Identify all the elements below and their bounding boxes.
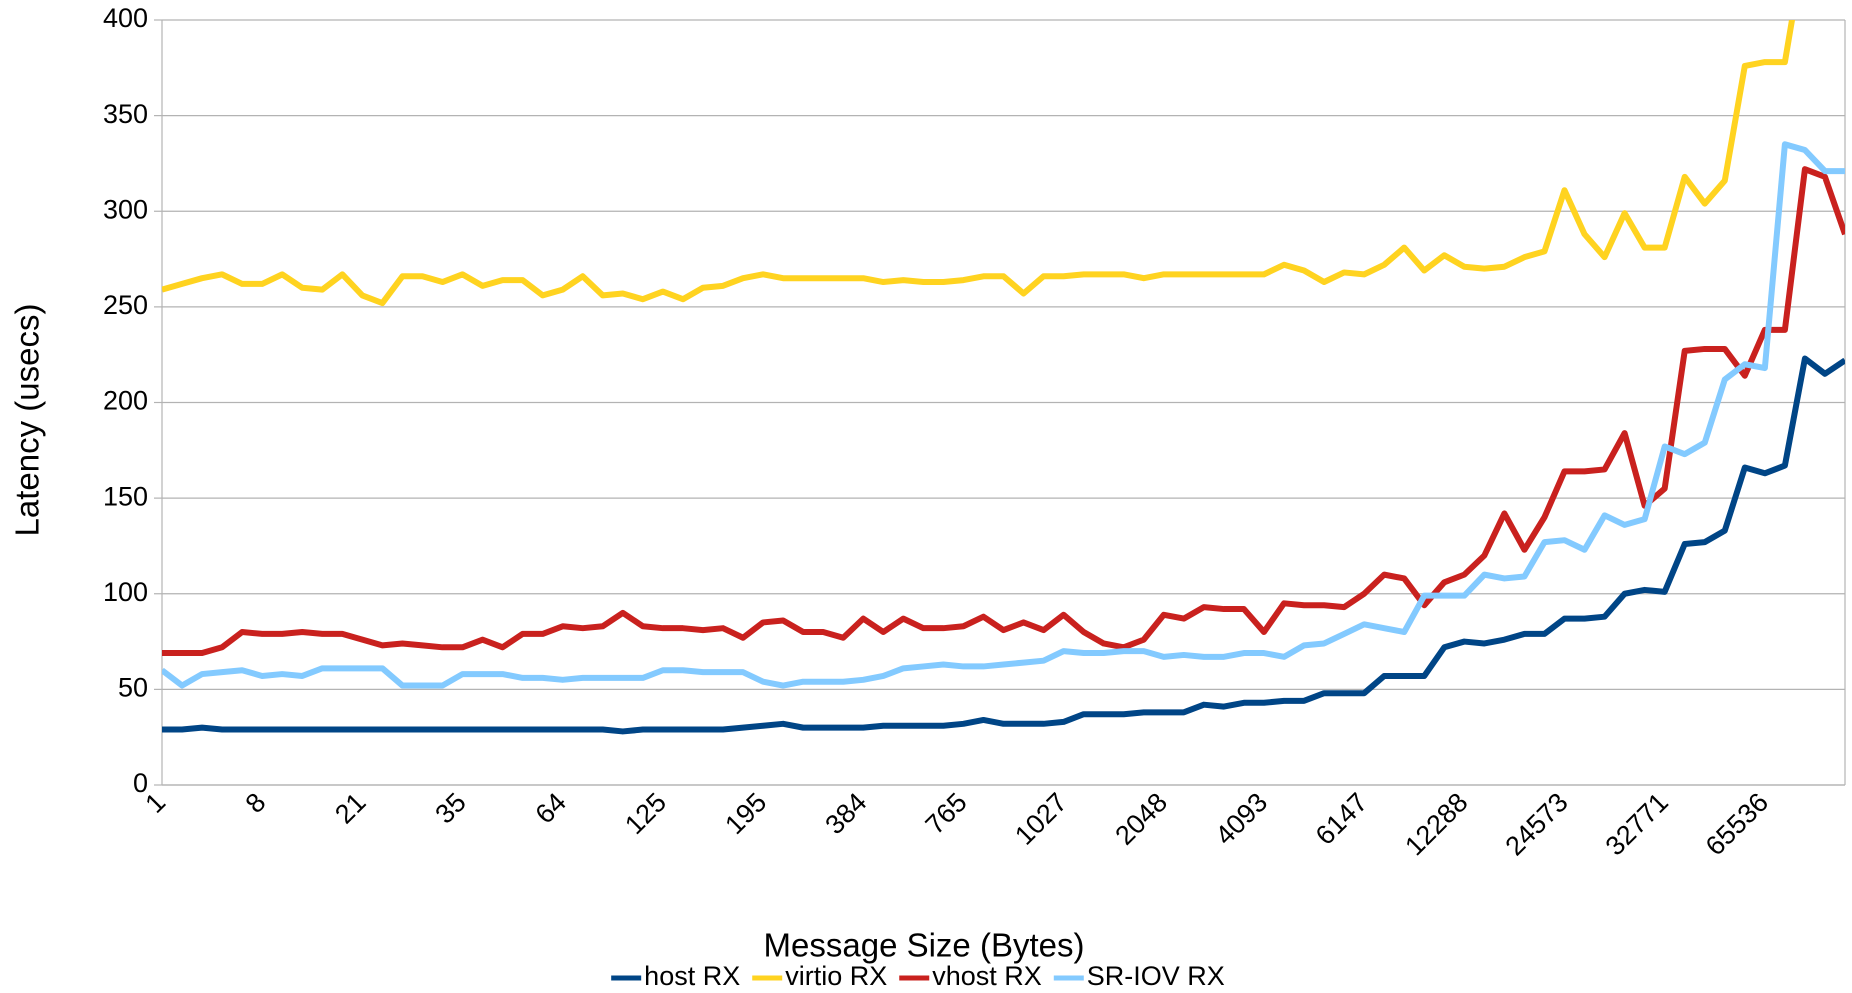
y-tick-label: 350 xyxy=(103,99,148,129)
x-tick-label: 24573 xyxy=(1499,787,1573,861)
y-tick-label: 50 xyxy=(118,673,148,703)
y-tick-label: 100 xyxy=(103,577,148,607)
y-axis-title: Latency (usecs) xyxy=(9,304,46,537)
x-tick-label: 125 xyxy=(619,787,672,840)
series-line xyxy=(162,166,1845,657)
x-tick-label: 2048 xyxy=(1109,787,1173,851)
y-tick-label: 200 xyxy=(103,386,148,416)
x-tick-label: 32771 xyxy=(1600,787,1674,861)
x-tick-label: 64 xyxy=(530,787,572,829)
x-tick-label: 12288 xyxy=(1399,787,1473,861)
x-tick-label: 6147 xyxy=(1310,787,1374,851)
x-tick-label: 765 xyxy=(920,787,973,840)
x-tick-label: 195 xyxy=(719,787,772,840)
x-tick-label: 65536 xyxy=(1700,787,1774,861)
legend-label: SR-IOV RX xyxy=(1087,961,1225,991)
legend-label: vhost RX xyxy=(932,961,1042,991)
legend-label: virtio RX xyxy=(785,961,887,991)
x-tick-label: 384 xyxy=(819,787,872,840)
x-axis-title: Message Size (Bytes) xyxy=(764,927,1085,964)
plot-area xyxy=(162,20,1845,735)
series-line xyxy=(162,141,1845,689)
legend: host RX virtio RX vhost RX SR-IOV RX xyxy=(611,961,1225,991)
y-tick-label: 400 xyxy=(103,3,148,33)
x-tick-label: 35 xyxy=(429,787,471,829)
y-tick-label: 0 xyxy=(133,768,148,798)
y-tick-label: 150 xyxy=(103,481,148,511)
y-tick-label: 250 xyxy=(103,290,148,320)
series-line xyxy=(162,20,1796,307)
y-tick-label: 300 xyxy=(103,194,148,224)
x-tick-label: 4093 xyxy=(1210,787,1274,851)
x-tick-label: 1027 xyxy=(1009,787,1073,851)
x-tick-label: 8 xyxy=(240,787,272,819)
x-tick-label: 1 xyxy=(139,787,171,819)
series-line xyxy=(162,355,1845,735)
x-tick-label: 21 xyxy=(329,787,371,829)
legend-label: host RX xyxy=(644,961,740,991)
